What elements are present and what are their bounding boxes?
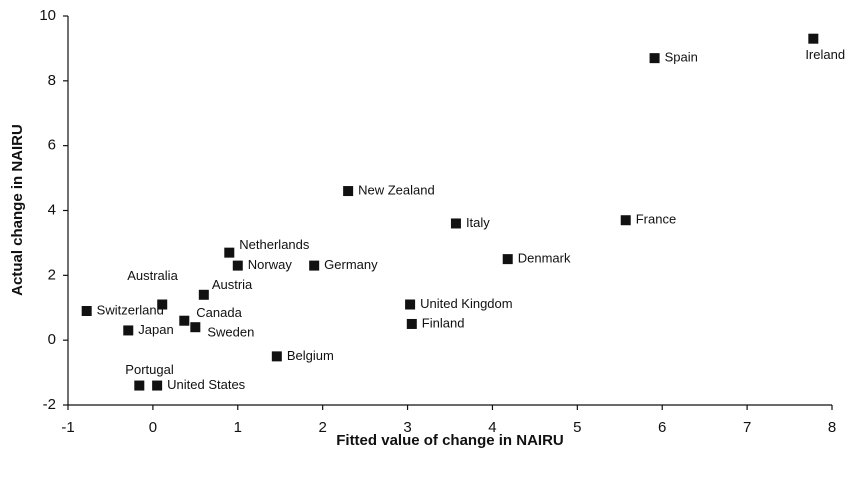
x-tick-label: 6: [658, 419, 666, 436]
point-label: Ireland: [805, 47, 845, 62]
point: [620, 215, 631, 226]
y-tick-label: -2: [43, 396, 56, 413]
point-label: United Kingdom: [420, 296, 513, 311]
point-label: France: [636, 212, 676, 227]
point-label: New Zealand: [358, 182, 435, 197]
x-tick-label: 7: [743, 419, 751, 436]
point: [309, 260, 320, 271]
point: [502, 254, 513, 265]
point-label: Spain: [665, 50, 698, 65]
point-label: Portugal: [125, 362, 174, 377]
point: [81, 305, 92, 316]
point: [450, 218, 461, 229]
point-label: Finland: [422, 315, 465, 330]
point-label: Australia: [127, 268, 178, 283]
y-tick-label: 10: [39, 7, 56, 24]
point-label: Switzerland: [97, 302, 164, 317]
point-label: Canada: [196, 305, 242, 320]
y-tick-label: 8: [48, 72, 56, 89]
point-label: Germany: [324, 257, 378, 272]
point: [198, 289, 209, 300]
x-tick-label: 3: [403, 419, 411, 436]
point-label: Austria: [212, 277, 253, 292]
point-label: Italy: [466, 215, 490, 230]
y-axis-title: Actual change in NAIRU: [9, 124, 26, 296]
point: [808, 33, 819, 44]
point: [271, 351, 282, 362]
y-tick-label: 2: [48, 266, 56, 283]
point: [134, 380, 145, 391]
point-label: Denmark: [518, 251, 571, 266]
x-tick-label: 1: [234, 419, 242, 436]
point-label: Norway: [248, 257, 293, 272]
x-tick-label: 8: [828, 419, 836, 436]
x-tick-label: -1: [61, 419, 74, 436]
point: [406, 318, 417, 329]
point-label: Belgium: [287, 348, 334, 363]
point: [343, 186, 354, 197]
point: [157, 299, 168, 310]
point-label: Japan: [138, 322, 173, 337]
x-tick-label: 4: [488, 419, 496, 436]
x-tick-label: 0: [149, 419, 157, 436]
point: [152, 380, 163, 391]
point: [179, 315, 190, 326]
y-tick-label: 0: [48, 331, 56, 348]
x-tick-label: 2: [318, 419, 326, 436]
point: [649, 53, 660, 64]
y-tick-label: 6: [48, 137, 56, 154]
point: [224, 247, 235, 258]
point: [405, 299, 416, 310]
point-label: United States: [167, 377, 246, 392]
point-label: Netherlands: [239, 237, 310, 252]
point-label: Sweden: [207, 325, 254, 340]
y-tick-label: 4: [48, 201, 56, 218]
x-axis-title: Fitted value of change in NAIRU: [336, 432, 564, 449]
point: [232, 260, 243, 271]
point: [190, 322, 201, 333]
x-tick-label: 5: [573, 419, 581, 436]
point: [123, 325, 134, 336]
